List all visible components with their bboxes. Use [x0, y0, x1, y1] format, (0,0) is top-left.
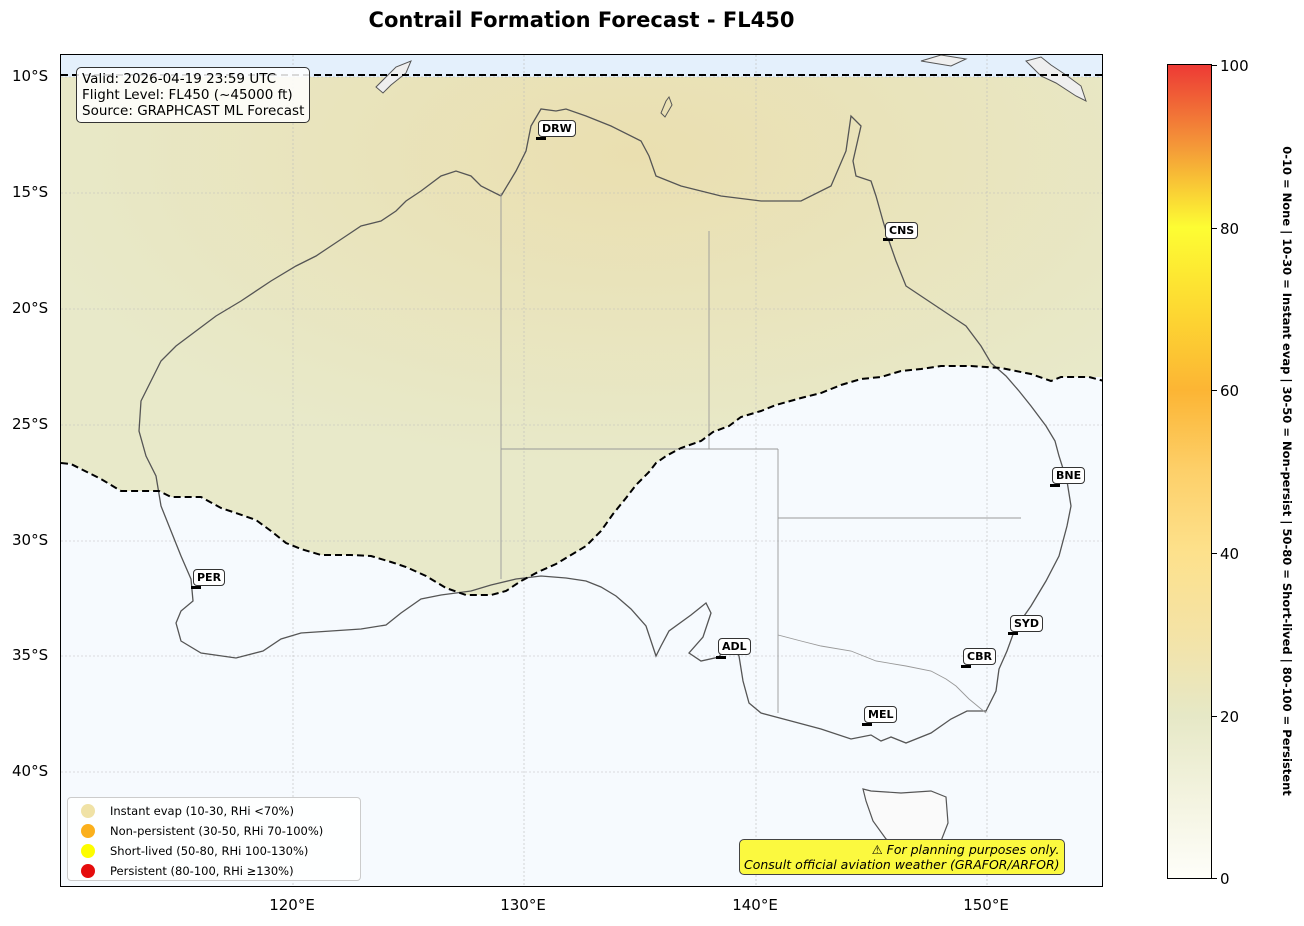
colorbar-tick-label: 20	[1220, 708, 1240, 726]
city-label-mel[interactable]: MEL	[864, 706, 898, 723]
disclaimer-box: ⚠ For planning purposes only. Consult of…	[739, 839, 1065, 875]
city-marker-icon	[716, 656, 726, 659]
city-label-cns[interactable]: CNS	[885, 222, 919, 239]
colorbar-tick-label: 0	[1220, 870, 1230, 888]
legend-label: Instant evap (10-30, RHi <70%)	[110, 804, 294, 818]
disclaimer-line-2: Consult official aviation weather (GRAFO…	[744, 857, 1060, 872]
colorbar-tick-mark	[1212, 390, 1217, 391]
legend-dot-icon	[81, 844, 95, 858]
y-tick-label: 30°S	[12, 531, 49, 549]
legend-label: Persistent (80-100, RHi ≥130%)	[110, 864, 294, 878]
forecast-source: Source: GRAPHCAST ML Forecast	[82, 103, 305, 119]
colorbar-tick-mark	[1212, 878, 1217, 879]
colorbar-tick-mark	[1212, 553, 1217, 554]
legend-dot-icon	[81, 864, 95, 878]
legend-label: Non-persistent (30-50, RHi 70-100%)	[110, 824, 324, 838]
legend: Instant evap (10-30, RHi <70%) Non-persi…	[67, 797, 361, 881]
x-tick-label: 140°E	[732, 896, 778, 914]
forecast-info-box: Valid: 2026-04-19 23:59 UTC Flight Level…	[76, 67, 311, 123]
city-label-cbr[interactable]: CBR	[963, 648, 996, 665]
chart-title: Contrail Formation Forecast - FL450	[368, 8, 795, 32]
city-marker-icon	[883, 238, 893, 241]
map-canvas	[61, 55, 1102, 886]
legend-dot-icon	[81, 804, 95, 818]
flight-level: Flight Level: FL450 (~45000 ft)	[82, 87, 293, 103]
colorbar-tick-label: 100	[1220, 57, 1249, 75]
city-label-drw[interactable]: DRW	[538, 120, 576, 137]
x-tick-label: 120°E	[269, 896, 315, 914]
australia-coastline	[138, 108, 1072, 744]
colorbar-tick-label: 40	[1220, 545, 1240, 563]
x-tick-label: 150°E	[963, 896, 1009, 914]
disclaimer-line-1: ⚠ For planning purposes only.	[871, 842, 1060, 857]
instant-evap-region	[61, 77, 1102, 595]
city-label-bne[interactable]: BNE	[1052, 467, 1086, 484]
y-tick-label: 20°S	[12, 299, 49, 317]
y-tick-label: 10°S	[12, 67, 49, 85]
colorbar-caption: 0-10 = None | 10-30 = Instant evap | 30-…	[1280, 146, 1294, 796]
y-tick-label: 40°S	[12, 762, 49, 780]
city-marker-icon	[961, 665, 971, 668]
legend-item-instant-evap: Instant evap (10-30, RHi <70%)	[78, 801, 360, 821]
city-label-per[interactable]: PER	[193, 569, 226, 586]
colorbar-tick-mark	[1212, 716, 1217, 717]
colorbar-tick-mark	[1212, 228, 1217, 229]
legend-dot-icon	[81, 824, 95, 838]
map-plot-area[interactable]	[60, 54, 1103, 887]
contour-boundary	[61, 74, 1102, 596]
legend-label: Short-lived (50-80, RHi 100-130%)	[110, 844, 309, 858]
city-marker-icon	[1008, 632, 1018, 635]
legend-item-short-lived: Short-lived (50-80, RHi 100-130%)	[78, 841, 360, 861]
y-tick-label: 35°S	[12, 646, 49, 664]
x-tick-label: 130°E	[500, 896, 546, 914]
city-marker-icon	[536, 137, 546, 140]
colorbar-tick-label: 60	[1220, 382, 1240, 400]
y-tick-label: 15°S	[12, 183, 49, 201]
legend-item-non-persistent: Non-persistent (30-50, RHi 70-100%)	[78, 821, 360, 841]
colorbar-tick-mark	[1212, 65, 1217, 66]
city-label-syd[interactable]: SYD	[1010, 615, 1044, 632]
legend-item-persistent: Persistent (80-100, RHi ≥130%)	[78, 861, 360, 881]
city-marker-icon	[191, 586, 201, 589]
colorbar	[1167, 64, 1212, 879]
valid-time: Valid: 2026-04-19 23:59 UTC	[82, 71, 277, 87]
y-tick-label: 25°S	[12, 415, 49, 433]
gridlines	[61, 55, 1102, 886]
city-marker-icon	[862, 723, 872, 726]
state-borders	[500, 193, 1021, 714]
colorbar-tick-label: 80	[1220, 220, 1240, 238]
city-marker-icon	[1050, 484, 1060, 487]
city-label-adl[interactable]: ADL	[718, 638, 751, 655]
